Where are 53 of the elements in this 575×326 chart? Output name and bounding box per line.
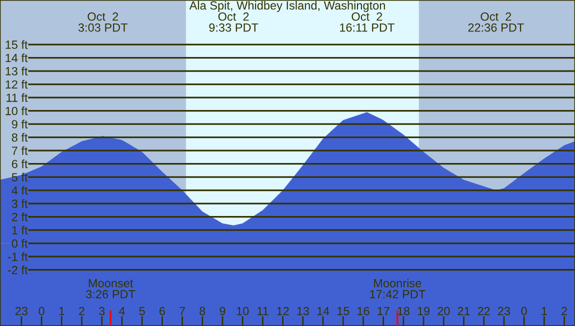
y-tick-label: 10 ft	[6, 106, 28, 116]
y-tick-label: 0 ft	[12, 239, 28, 248]
x-tick-label: 15	[337, 306, 350, 316]
x-tick-label: 19	[418, 306, 430, 316]
x-tick-label: 23	[498, 306, 510, 316]
y-tick-label: 15 ft	[6, 40, 28, 49]
annotation: Oct 2 22:36 PDT	[468, 12, 524, 32]
x-tick-label: 1	[59, 306, 64, 316]
y-tick-label: 6 ft	[12, 160, 28, 168]
chart-title: Ala Spit, Whidbey Island, Washington	[189, 0, 385, 12]
x-tick-label: 9	[220, 306, 226, 316]
y-tick-label: 7 ft	[12, 146, 28, 155]
y-tick-label: 8 ft	[12, 133, 28, 142]
y-tick-label: 14 ft	[6, 54, 28, 62]
ref-line-label: Moonset 3:26 PDT	[86, 279, 136, 298]
y-tick-label: -1 ft	[8, 252, 28, 261]
x-tick-label: 13	[297, 306, 309, 316]
y-tick-label: 9 ft	[12, 120, 28, 128]
annotation: Oct 2 9:33 PDT	[209, 12, 258, 32]
y-tick-label: 11 ft	[6, 93, 28, 102]
y-tick-label: 12 ft	[6, 80, 28, 89]
x-tick-label: 2	[79, 306, 84, 316]
x-tick-label: 11	[257, 306, 268, 316]
x-tick-label: 12	[277, 306, 289, 316]
x-tick-label: 22	[478, 306, 490, 316]
x-tick-label: 8	[200, 306, 206, 316]
y-tick-label: 3 ft	[12, 199, 28, 208]
x-tick-label: 17	[378, 306, 390, 316]
x-tick-label: 2	[562, 306, 567, 316]
ref-line-label: Moonrise 17:42 PDT	[370, 278, 426, 298]
x-tick-label: 10	[236, 306, 249, 316]
annotation: Oct 2 16:11 PDT	[340, 12, 394, 32]
x-tick-label: 1	[542, 306, 547, 316]
x-tick-label: 5	[139, 306, 145, 316]
x-tick-label: 7	[180, 306, 185, 316]
y-tick-label: 4 ft	[12, 186, 28, 195]
annotation: Oct 2 3:03 PDT	[78, 12, 128, 32]
x-tick-label: 18	[398, 306, 410, 316]
x-tick-label: 4	[118, 306, 125, 316]
x-tick-label: 0	[38, 306, 44, 316]
x-tick-label: 20	[438, 306, 450, 316]
y-tick-label: 1 ft	[12, 226, 28, 234]
y-tick-label: 5 ft	[12, 172, 28, 182]
x-tick-label: 23	[15, 306, 28, 316]
x-tick-label: 21	[458, 306, 470, 316]
y-tick-label: -2 ft	[8, 266, 28, 274]
x-tick-label: 0	[521, 306, 527, 316]
x-tick-label: 16	[358, 306, 370, 316]
y-tick-label: 13 ft	[6, 66, 28, 76]
x-tick-label: 6	[159, 306, 165, 316]
x-tick-label: 3	[99, 306, 105, 316]
x-tick-label: 14	[317, 306, 330, 316]
y-tick-label: 2 ft	[12, 212, 28, 222]
